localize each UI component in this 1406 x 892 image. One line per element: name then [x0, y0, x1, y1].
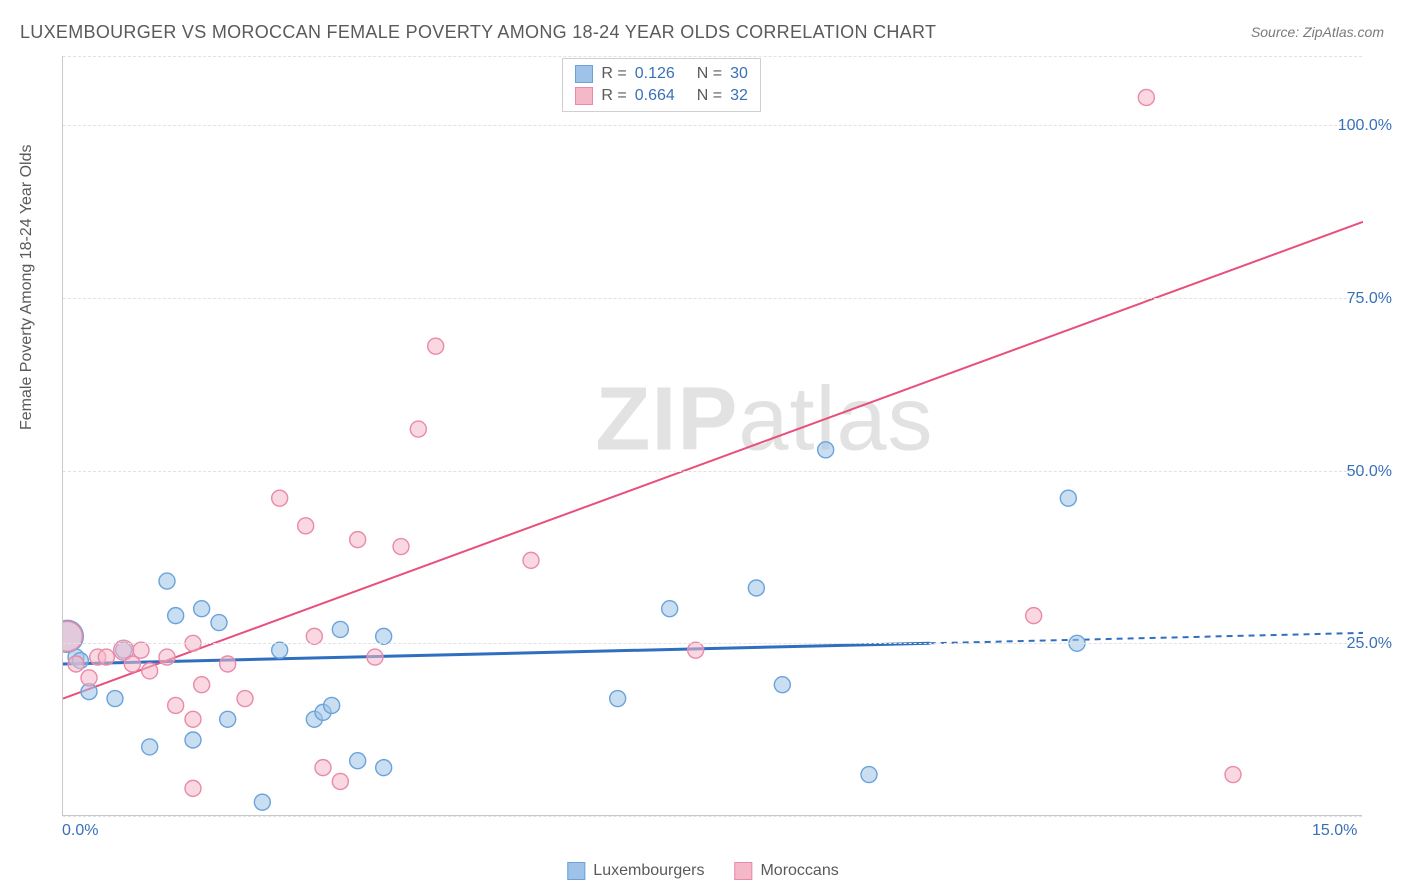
y-tick-label: 75.0%	[1347, 290, 1392, 308]
chart-title: LUXEMBOURGER VS MOROCCAN FEMALE POVERTY …	[20, 22, 936, 43]
n-value: 30	[730, 65, 748, 83]
scatter-plot-svg	[63, 56, 1363, 816]
x-tick-label: 15.0%	[1312, 822, 1357, 840]
legend: Luxembourgers Moroccans	[567, 862, 838, 880]
r-label: R =	[601, 87, 626, 105]
gridline	[63, 56, 1362, 57]
r-value: 0.664	[635, 87, 689, 105]
y-tick-label: 25.0%	[1347, 635, 1392, 653]
x-tick-label: 0.0%	[62, 822, 98, 840]
chart-plot-area: ZIPatlas	[62, 56, 1362, 816]
n-value: 32	[730, 87, 748, 105]
y-tick-label: 100.0%	[1338, 117, 1392, 135]
series-swatch	[575, 87, 593, 105]
legend-swatch	[734, 862, 752, 880]
n-label: N =	[697, 87, 722, 105]
source-attribution: Source: ZipAtlas.com	[1251, 24, 1384, 40]
gridline	[63, 816, 1362, 817]
legend-item: Luxembourgers	[567, 862, 704, 880]
gridline	[63, 643, 1362, 644]
y-tick-label: 50.0%	[1347, 463, 1392, 481]
correlation-stats-box: R = 0.126 N = 30 R = 0.664 N = 32	[562, 58, 760, 112]
n-label: N =	[697, 65, 722, 83]
legend-swatch	[567, 862, 585, 880]
stats-row: R = 0.664 N = 32	[575, 85, 747, 107]
legend-label: Moroccans	[760, 862, 838, 880]
r-label: R =	[601, 65, 626, 83]
y-axis-label: Female Poverty Among 18-24 Year Olds	[18, 145, 36, 431]
gridline	[63, 471, 1362, 472]
series-swatch	[575, 65, 593, 83]
stats-row: R = 0.126 N = 30	[575, 63, 747, 85]
legend-item: Moroccans	[734, 862, 838, 880]
gridline	[63, 298, 1362, 299]
gridline	[63, 125, 1362, 126]
legend-label: Luxembourgers	[593, 862, 704, 880]
r-value: 0.126	[635, 65, 689, 83]
